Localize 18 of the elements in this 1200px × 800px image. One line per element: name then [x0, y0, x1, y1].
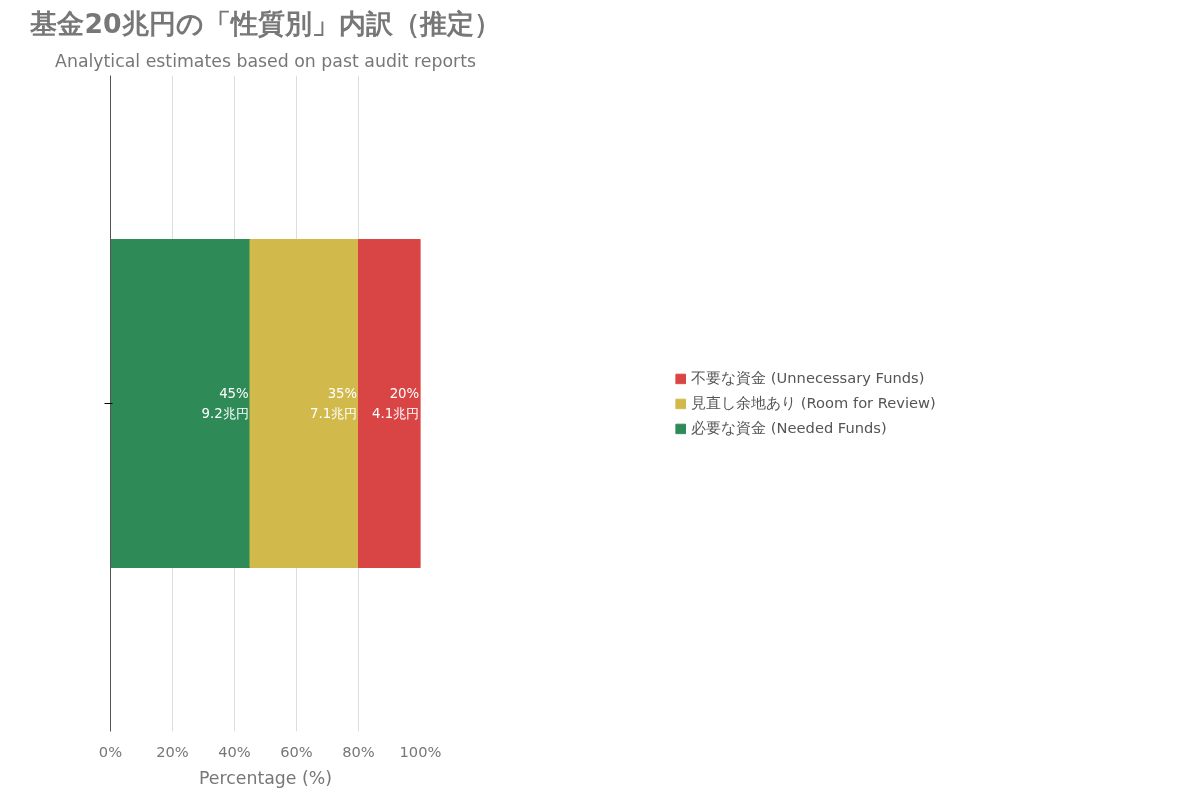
x-tick-label: 40% [218, 742, 251, 760]
x-axis-title: Percentage (%) [199, 767, 332, 788]
x-tick-label: 0% [98, 742, 123, 760]
chart-title: 基金20兆円の「性質別」内訳（推定） [29, 7, 501, 39]
bar [249, 239, 359, 568]
x-tick-label: 80% [342, 742, 375, 760]
x-tick-label: 60% [280, 742, 313, 760]
bar [110, 239, 251, 568]
data-label: 35% 7.1兆円 [310, 386, 358, 421]
legend-label: 必要な資金 (Needed Funds) [691, 418, 887, 438]
x-tick-label: 100% [399, 742, 442, 760]
bar [358, 239, 421, 568]
chart-subtitle: Analytical estimates based on past audit reports [55, 50, 476, 71]
data-label: 20% 4.1兆円 [372, 386, 420, 421]
data-label: 45% 9.2兆円 [201, 386, 249, 421]
legend-label: 不要な資金 (Unnecessary Funds) [691, 368, 925, 388]
x-tick-label: 20% [156, 742, 189, 760]
legend-label: 見直し余地あり (Room for Review) [691, 393, 936, 413]
